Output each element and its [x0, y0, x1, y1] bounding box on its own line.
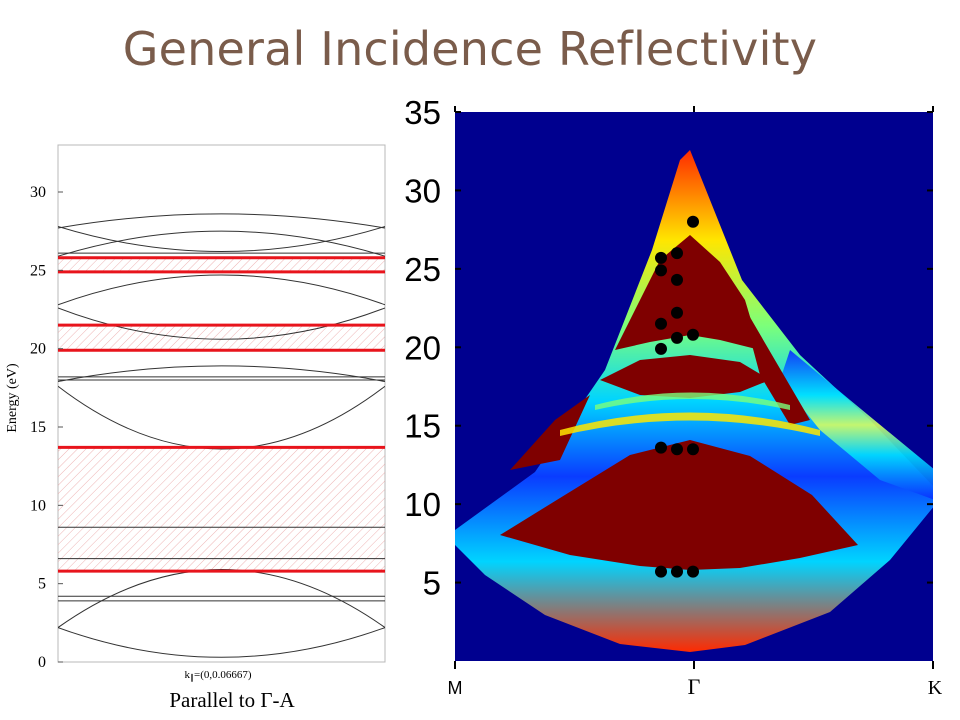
hatched-gap-2	[58, 257, 385, 272]
fringe-highlight-1	[560, 412, 820, 436]
gap-marker-1	[671, 565, 683, 578]
dispersive-band-1	[58, 569, 385, 628]
reflectivity-map	[455, 150, 933, 652]
gap-marker-3	[655, 441, 667, 454]
dispersive-band-5	[58, 274, 385, 306]
gap-region-high	[615, 235, 760, 350]
gap-marker-6	[655, 342, 667, 355]
energy-tick-label-0: 0	[38, 654, 46, 671]
gap-markers	[655, 215, 699, 578]
map-ytick-label-0: 5	[423, 565, 441, 602]
xtick-gamma: Γ	[688, 674, 701, 699]
xtick-M: M	[448, 678, 463, 698]
gap-marker-5	[687, 443, 699, 456]
energy-axis: 0 5 10 15 20 25 30	[30, 184, 63, 671]
gap-region-left	[510, 395, 590, 470]
band-plot-frame	[57, 144, 386, 663]
gap-marker-10	[671, 306, 683, 319]
map-axes: 5 10 15 20 25 30 35	[404, 94, 934, 669]
energy-tick-label-4: 20	[30, 341, 46, 358]
gap-marker-2	[687, 565, 699, 578]
gap-region-mid	[600, 355, 770, 398]
fringe-streak	[780, 350, 933, 500]
fringe-highlight-2	[595, 392, 790, 410]
gap-streak	[740, 300, 810, 425]
dispersive-band-3	[58, 365, 385, 383]
energy-tick-label-5: 25	[30, 262, 46, 279]
gap-marker-14	[671, 247, 683, 260]
dispersive-band-6	[58, 230, 385, 257]
map-ytick-label-1: 10	[404, 486, 441, 523]
energy-tick-label-2: 10	[30, 497, 46, 514]
dispersive-band-8	[58, 213, 385, 229]
gap-marker-0	[655, 565, 667, 578]
map-ytick-label-2: 15	[404, 408, 441, 445]
hatched-gaps	[58, 257, 385, 572]
gap-marker-12	[671, 273, 683, 286]
map-ytick-label-4: 25	[404, 251, 441, 288]
dispersive-band-2	[58, 385, 385, 450]
energy-tick-label-6: 30	[30, 184, 46, 201]
gap-marker-15	[687, 215, 699, 228]
dispersive-band-4	[58, 307, 385, 340]
k-parallel-label: k∥=(0,0.06667)	[184, 669, 251, 682]
energy-tick-label-1: 5	[38, 576, 46, 593]
energy-tick-label-3: 15	[30, 419, 46, 436]
band-lines	[58, 213, 385, 658]
map-ytick-label-3: 20	[404, 329, 441, 366]
gap-marker-13	[655, 251, 667, 264]
xtick-K: K	[928, 677, 943, 699]
dispersive-band-7	[58, 225, 385, 252]
gap-marker-11	[655, 264, 667, 277]
dispersive-band-0	[58, 627, 385, 658]
red-gap-edges	[58, 256, 385, 573]
gap-region-low	[500, 440, 858, 570]
map-ytick-label-6: 35	[404, 94, 441, 131]
panel-caption: Parallel to Γ-A	[169, 688, 295, 712]
gap-marker-7	[671, 331, 683, 344]
energy-axis-label: Energy (eV)	[5, 363, 20, 433]
hatched-gap-0	[58, 447, 385, 572]
gap-marker-9	[655, 317, 667, 330]
gap-marker-4	[671, 443, 683, 456]
reflectivity-map-panel: 5 10 15 20 25 30 35 M Γ K	[404, 94, 942, 699]
gap-marker-8	[687, 328, 699, 341]
map-ytick-label-5: 30	[404, 172, 441, 209]
slide-title: General Incidence Reflectivity	[122, 22, 818, 76]
hatched-gap-1	[58, 325, 385, 351]
